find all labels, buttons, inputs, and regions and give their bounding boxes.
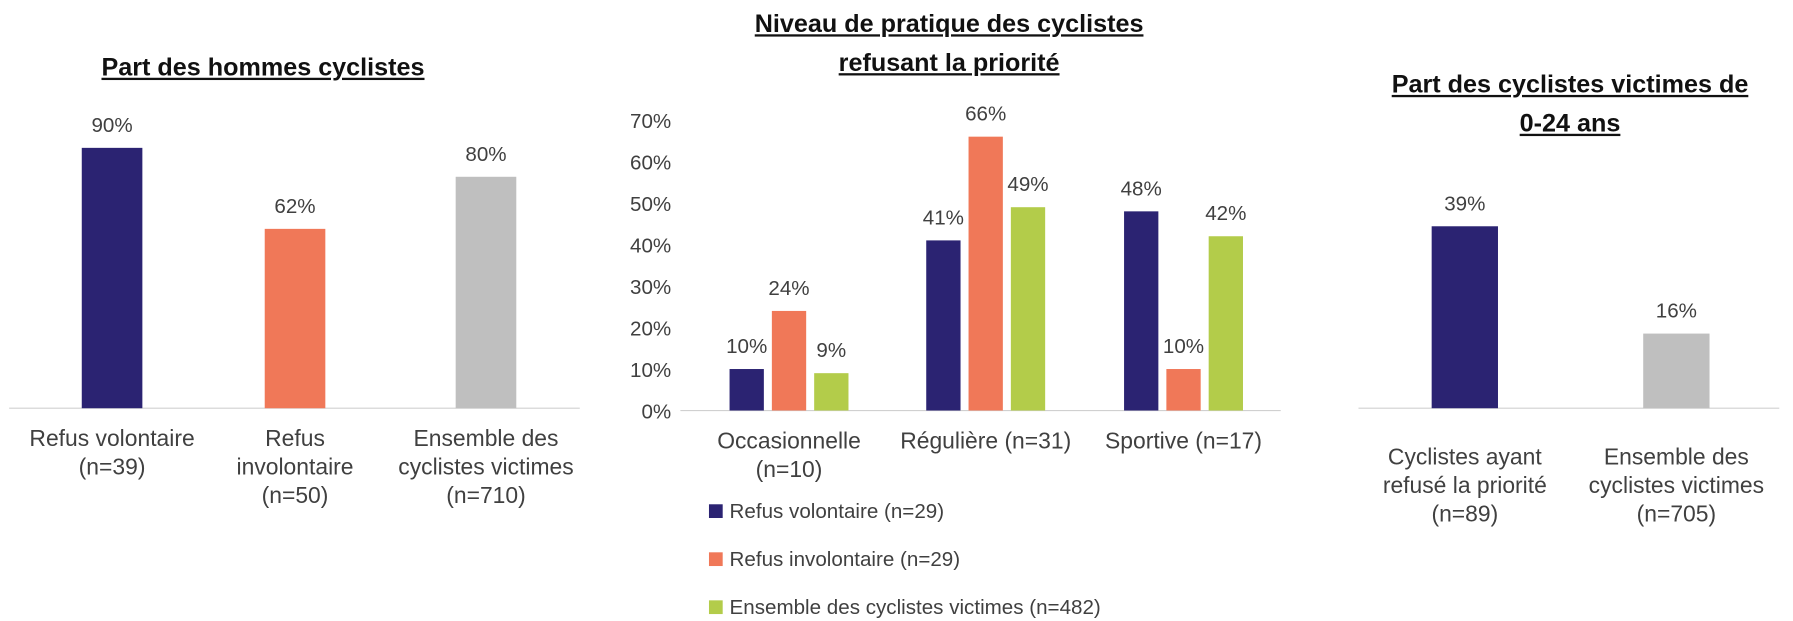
x-tick-label: Refus involontaire (n=50) bbox=[236, 426, 354, 509]
legend-swatch bbox=[708, 552, 723, 567]
y-tick-label: 0% bbox=[641, 401, 671, 424]
value-label: 90% bbox=[91, 114, 132, 137]
value-label: 48% bbox=[1121, 177, 1162, 200]
value-label: 9% bbox=[816, 339, 846, 362]
value-label: 49% bbox=[1007, 173, 1048, 196]
value-label: 10% bbox=[1163, 335, 1204, 358]
legend-label: Ensemble des cyclistes victimes (n=482) bbox=[729, 595, 1101, 619]
legend-label: Refus involontaire (n=29) bbox=[729, 547, 961, 571]
bar bbox=[968, 136, 1003, 411]
legend-swatch bbox=[708, 600, 723, 615]
bar bbox=[926, 240, 961, 411]
legend-entry: Refus involontaire (n=29) bbox=[708, 547, 961, 572]
bar bbox=[1124, 211, 1159, 411]
x-tick-label: Refus volontaire (n=39) bbox=[29, 426, 195, 481]
y-tick-label: 20% bbox=[630, 318, 671, 341]
x-tick-label: Sportive (n=17) bbox=[1105, 428, 1263, 454]
bar bbox=[771, 310, 807, 411]
bar bbox=[81, 147, 143, 409]
bar bbox=[814, 373, 849, 411]
bar bbox=[1010, 207, 1046, 411]
x-tick-label: Occasionnelle (n=10) bbox=[717, 428, 861, 483]
x-tick-label: Régulière (n=31) bbox=[900, 428, 1072, 454]
bar bbox=[729, 369, 764, 411]
bar bbox=[1208, 236, 1243, 411]
value-label: 41% bbox=[923, 206, 964, 229]
value-label: 39% bbox=[1444, 192, 1485, 215]
value-label: 16% bbox=[1656, 300, 1697, 323]
bar bbox=[1166, 369, 1201, 411]
value-label: 42% bbox=[1205, 202, 1246, 225]
chart-title: Part des cyclistes victimes de 0-24 ans bbox=[1391, 69, 1749, 138]
x-tick-label: Cyclistes ayant refusé la priorité (n=89… bbox=[1382, 444, 1547, 528]
y-tick-label: 60% bbox=[630, 152, 671, 175]
y-tick-label: 10% bbox=[630, 359, 671, 382]
legend-entry: Ensemble des cyclistes victimes (n=482) bbox=[708, 595, 1101, 620]
chart-title: Niveau de pratique des cyclistes refusan… bbox=[754, 9, 1144, 77]
legend-swatch bbox=[708, 504, 723, 519]
x-tick-label: Ensemble des cyclistes victimes (n=705) bbox=[1588, 444, 1765, 528]
value-label: 10% bbox=[726, 335, 767, 358]
y-tick-label: 50% bbox=[630, 193, 671, 216]
legend-entry: Refus volontaire (n=29) bbox=[708, 499, 945, 524]
value-label: 62% bbox=[274, 195, 315, 218]
y-tick-label: 30% bbox=[630, 276, 671, 299]
bar bbox=[264, 228, 326, 409]
bar bbox=[1431, 226, 1498, 409]
value-label: 24% bbox=[768, 277, 809, 300]
value-label: 66% bbox=[965, 103, 1006, 126]
y-tick-label: 40% bbox=[630, 235, 671, 258]
chart-title: Part des hommes cyclistes bbox=[101, 52, 425, 82]
x-tick-label: Ensemble des cyclistes victimes (n=710) bbox=[398, 426, 574, 509]
bar bbox=[1643, 333, 1710, 409]
value-label: 80% bbox=[465, 143, 506, 166]
legend-label: Refus volontaire (n=29) bbox=[729, 499, 945, 523]
y-tick-label: 70% bbox=[630, 110, 671, 133]
bar bbox=[455, 176, 517, 409]
